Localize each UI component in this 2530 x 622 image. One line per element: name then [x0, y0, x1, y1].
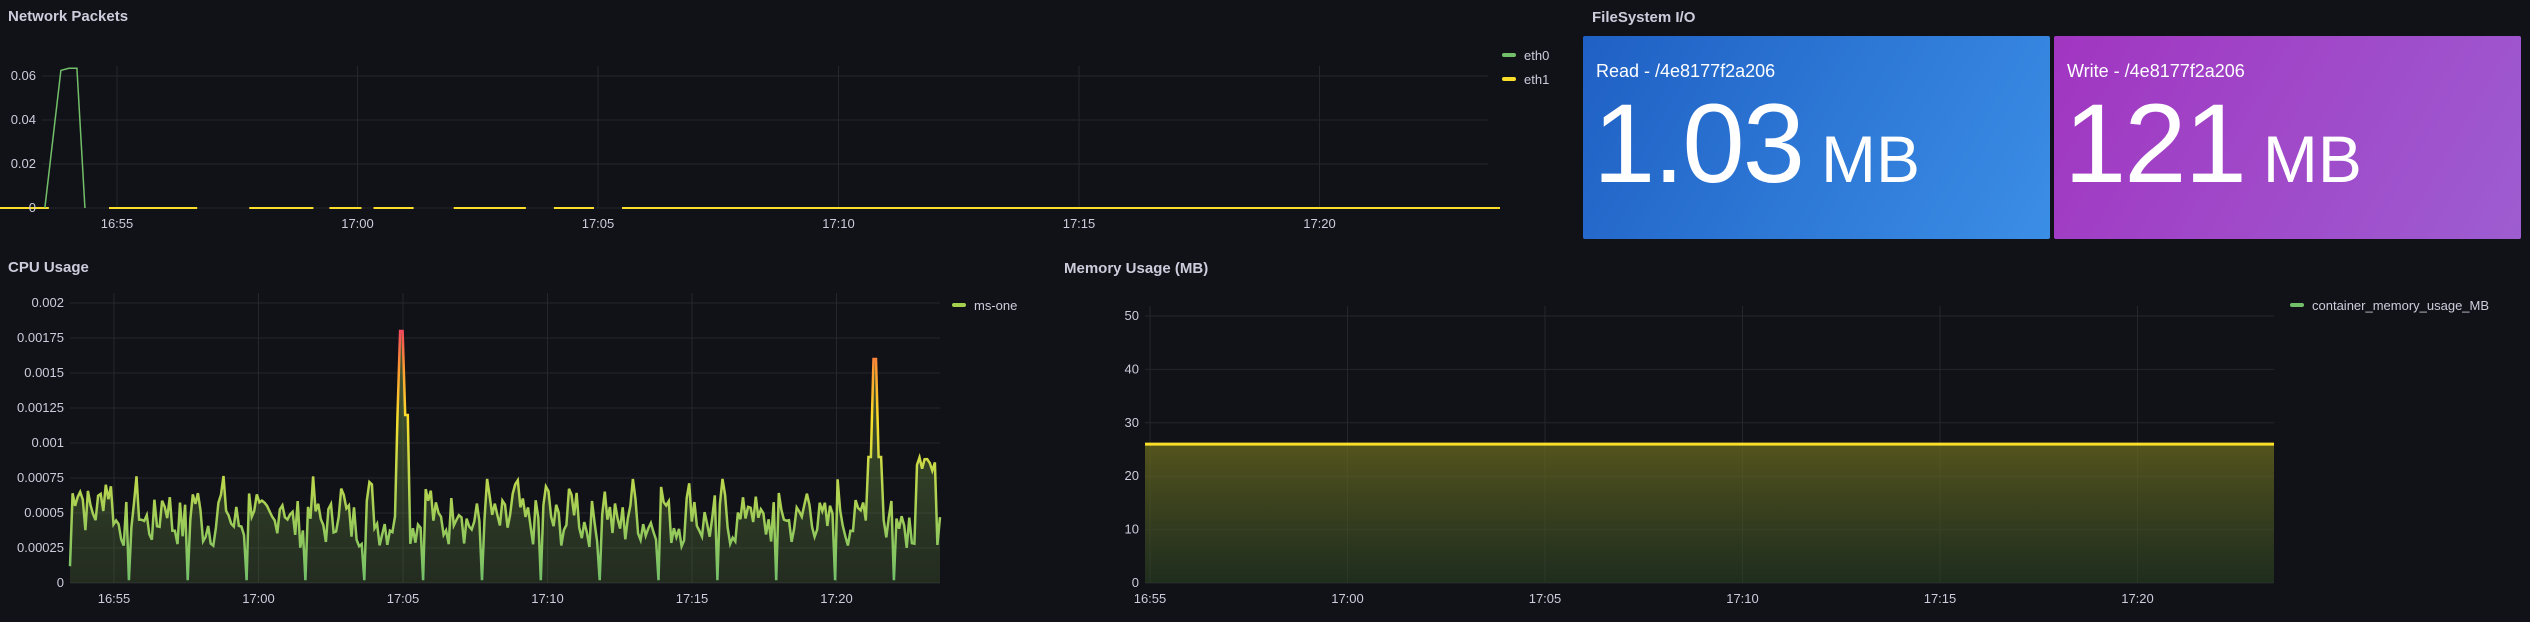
y-tick-label: 10: [1125, 522, 1139, 537]
legend-item[interactable]: eth0: [1502, 43, 1549, 67]
legend-label: eth1: [1524, 71, 1550, 87]
legend-label: ms-one: [974, 297, 1018, 313]
y-tick-label: 0.001: [31, 435, 64, 450]
read-number: 1.03: [1593, 81, 1805, 206]
cpu-usage-panel: CPU Usage 0.002 0.00175 0.0015 0.00125 0.001…: [0, 250, 1050, 622]
y-tick-label: 0.00125: [17, 400, 64, 415]
y-tick-label: 0.00025: [17, 540, 64, 555]
y-tick-label: 0.0015: [24, 365, 64, 380]
x-tick-label: 17:10: [1726, 591, 1759, 606]
x-tick-label: 17:00: [1331, 591, 1364, 606]
write-unit: MB: [2262, 122, 2362, 196]
write-label: Write - /4e8177f2a206: [2067, 61, 2245, 81]
y-tick-label: 0.00175: [17, 330, 64, 345]
write-number: 121: [2064, 81, 2247, 206]
legend-label: eth0: [1524, 47, 1550, 63]
legend: ms-one: [952, 293, 1017, 317]
y-tick-label: 20: [1125, 468, 1139, 483]
read-unit: MB: [1820, 122, 1920, 196]
cpu-series-line: [68, 329, 942, 581]
x-tick-label: 17:20: [2121, 591, 2154, 606]
legend-label: container_memory_usage_MB: [2312, 297, 2490, 313]
cpu-area: [70, 331, 940, 583]
read-stat[interactable]: Read - /4e8177f2a206 1.03 MB: [1583, 36, 2050, 239]
x-tick-label: 17:20: [1303, 216, 1336, 231]
x-tick-label: 16:55: [98, 591, 131, 606]
write-value: 121 MB: [2064, 88, 2362, 200]
cpu-chart: 0.002 0.00175 0.0015 0.00125 0.001 0.00075 0.0…: [17, 293, 942, 606]
x-tick-label: 17:05: [582, 216, 615, 231]
legend-swatch: [1502, 53, 1516, 57]
read-value: 1.03 MB: [1593, 88, 1920, 200]
legend-swatch: [952, 303, 966, 307]
memory-chart: 50 40 30 20 10 0 16:55 17:00 17:05 17:10 17:15 17:…: [1125, 306, 2274, 606]
y-tick-label: 0: [29, 200, 36, 215]
y-tick-label: 0.00075: [17, 470, 64, 485]
x-tick-label: 16:55: [1134, 591, 1167, 606]
x-tick-label: 17:00: [341, 216, 374, 231]
legend-item[interactable]: container_memory_usage_MB: [2290, 293, 2489, 317]
x-tick-label: 17:10: [531, 591, 564, 606]
y-tick-label: 50: [1125, 308, 1139, 323]
legend: eth0 eth1: [1502, 43, 1549, 91]
panel-title[interactable]: Network Packets: [8, 8, 129, 25]
legend-item[interactable]: eth1: [1502, 67, 1549, 91]
y-tick-label: 0: [57, 575, 64, 590]
x-tick-label: 17:00: [242, 591, 275, 606]
y-tick-label: 0.04: [11, 112, 36, 127]
x-tick-label: 17:15: [1924, 591, 1957, 606]
eth0-line: [44, 67, 86, 209]
memory-usage-panel: Memory Usage (MB) 50 40 30 20 10 0 16:55 17:00…: [1055, 250, 2530, 622]
panel-title[interactable]: Memory Usage (MB): [1064, 260, 1209, 277]
x-tick-label: 17:05: [387, 591, 420, 606]
x-tick-label: 17:05: [1529, 591, 1562, 606]
panel-title[interactable]: FileSystem I/O: [1592, 9, 1696, 26]
y-tick-label: 0.06: [11, 68, 36, 83]
x-tick-label: 17:15: [1063, 216, 1096, 231]
x-tick-label: 16:55: [101, 216, 134, 231]
network-chart: 0.06 0.04 0.02 0 16:55 17:00 17:05 17:10 17:15 1…: [0, 66, 1500, 231]
y-tick-label: 30: [1125, 415, 1139, 430]
y-tick-label: 0: [1132, 575, 1139, 590]
x-tick-label: 17:15: [676, 591, 709, 606]
y-tick-label: 40: [1125, 361, 1139, 376]
x-tick-label: 17:10: [822, 216, 855, 231]
legend: container_memory_usage_MB: [2290, 293, 2489, 317]
y-tick-label: 0.02: [11, 156, 36, 171]
write-stat[interactable]: Write - /4e8177f2a206 121 MB: [2054, 36, 2521, 239]
panel-title[interactable]: CPU Usage: [8, 259, 89, 276]
filesystem-io-panel: FileSystem I/O Read - /4e8177f2a206 1.03…: [1580, 0, 2530, 250]
legend-item[interactable]: ms-one: [952, 293, 1017, 317]
x-tick-label: 17:20: [820, 591, 853, 606]
memory-area: [1145, 444, 2274, 583]
legend-swatch: [1502, 77, 1516, 81]
y-tick-label: 0.0005: [24, 505, 64, 520]
legend-swatch: [2290, 303, 2304, 307]
network-packets-panel: Network Packets 0.06 0.04 0.02 0 16:55 17:00…: [0, 0, 1560, 250]
y-tick-label: 0.002: [31, 295, 64, 310]
grid: [42, 66, 1488, 209]
read-label: Read - /4e8177f2a206: [1596, 61, 1776, 81]
